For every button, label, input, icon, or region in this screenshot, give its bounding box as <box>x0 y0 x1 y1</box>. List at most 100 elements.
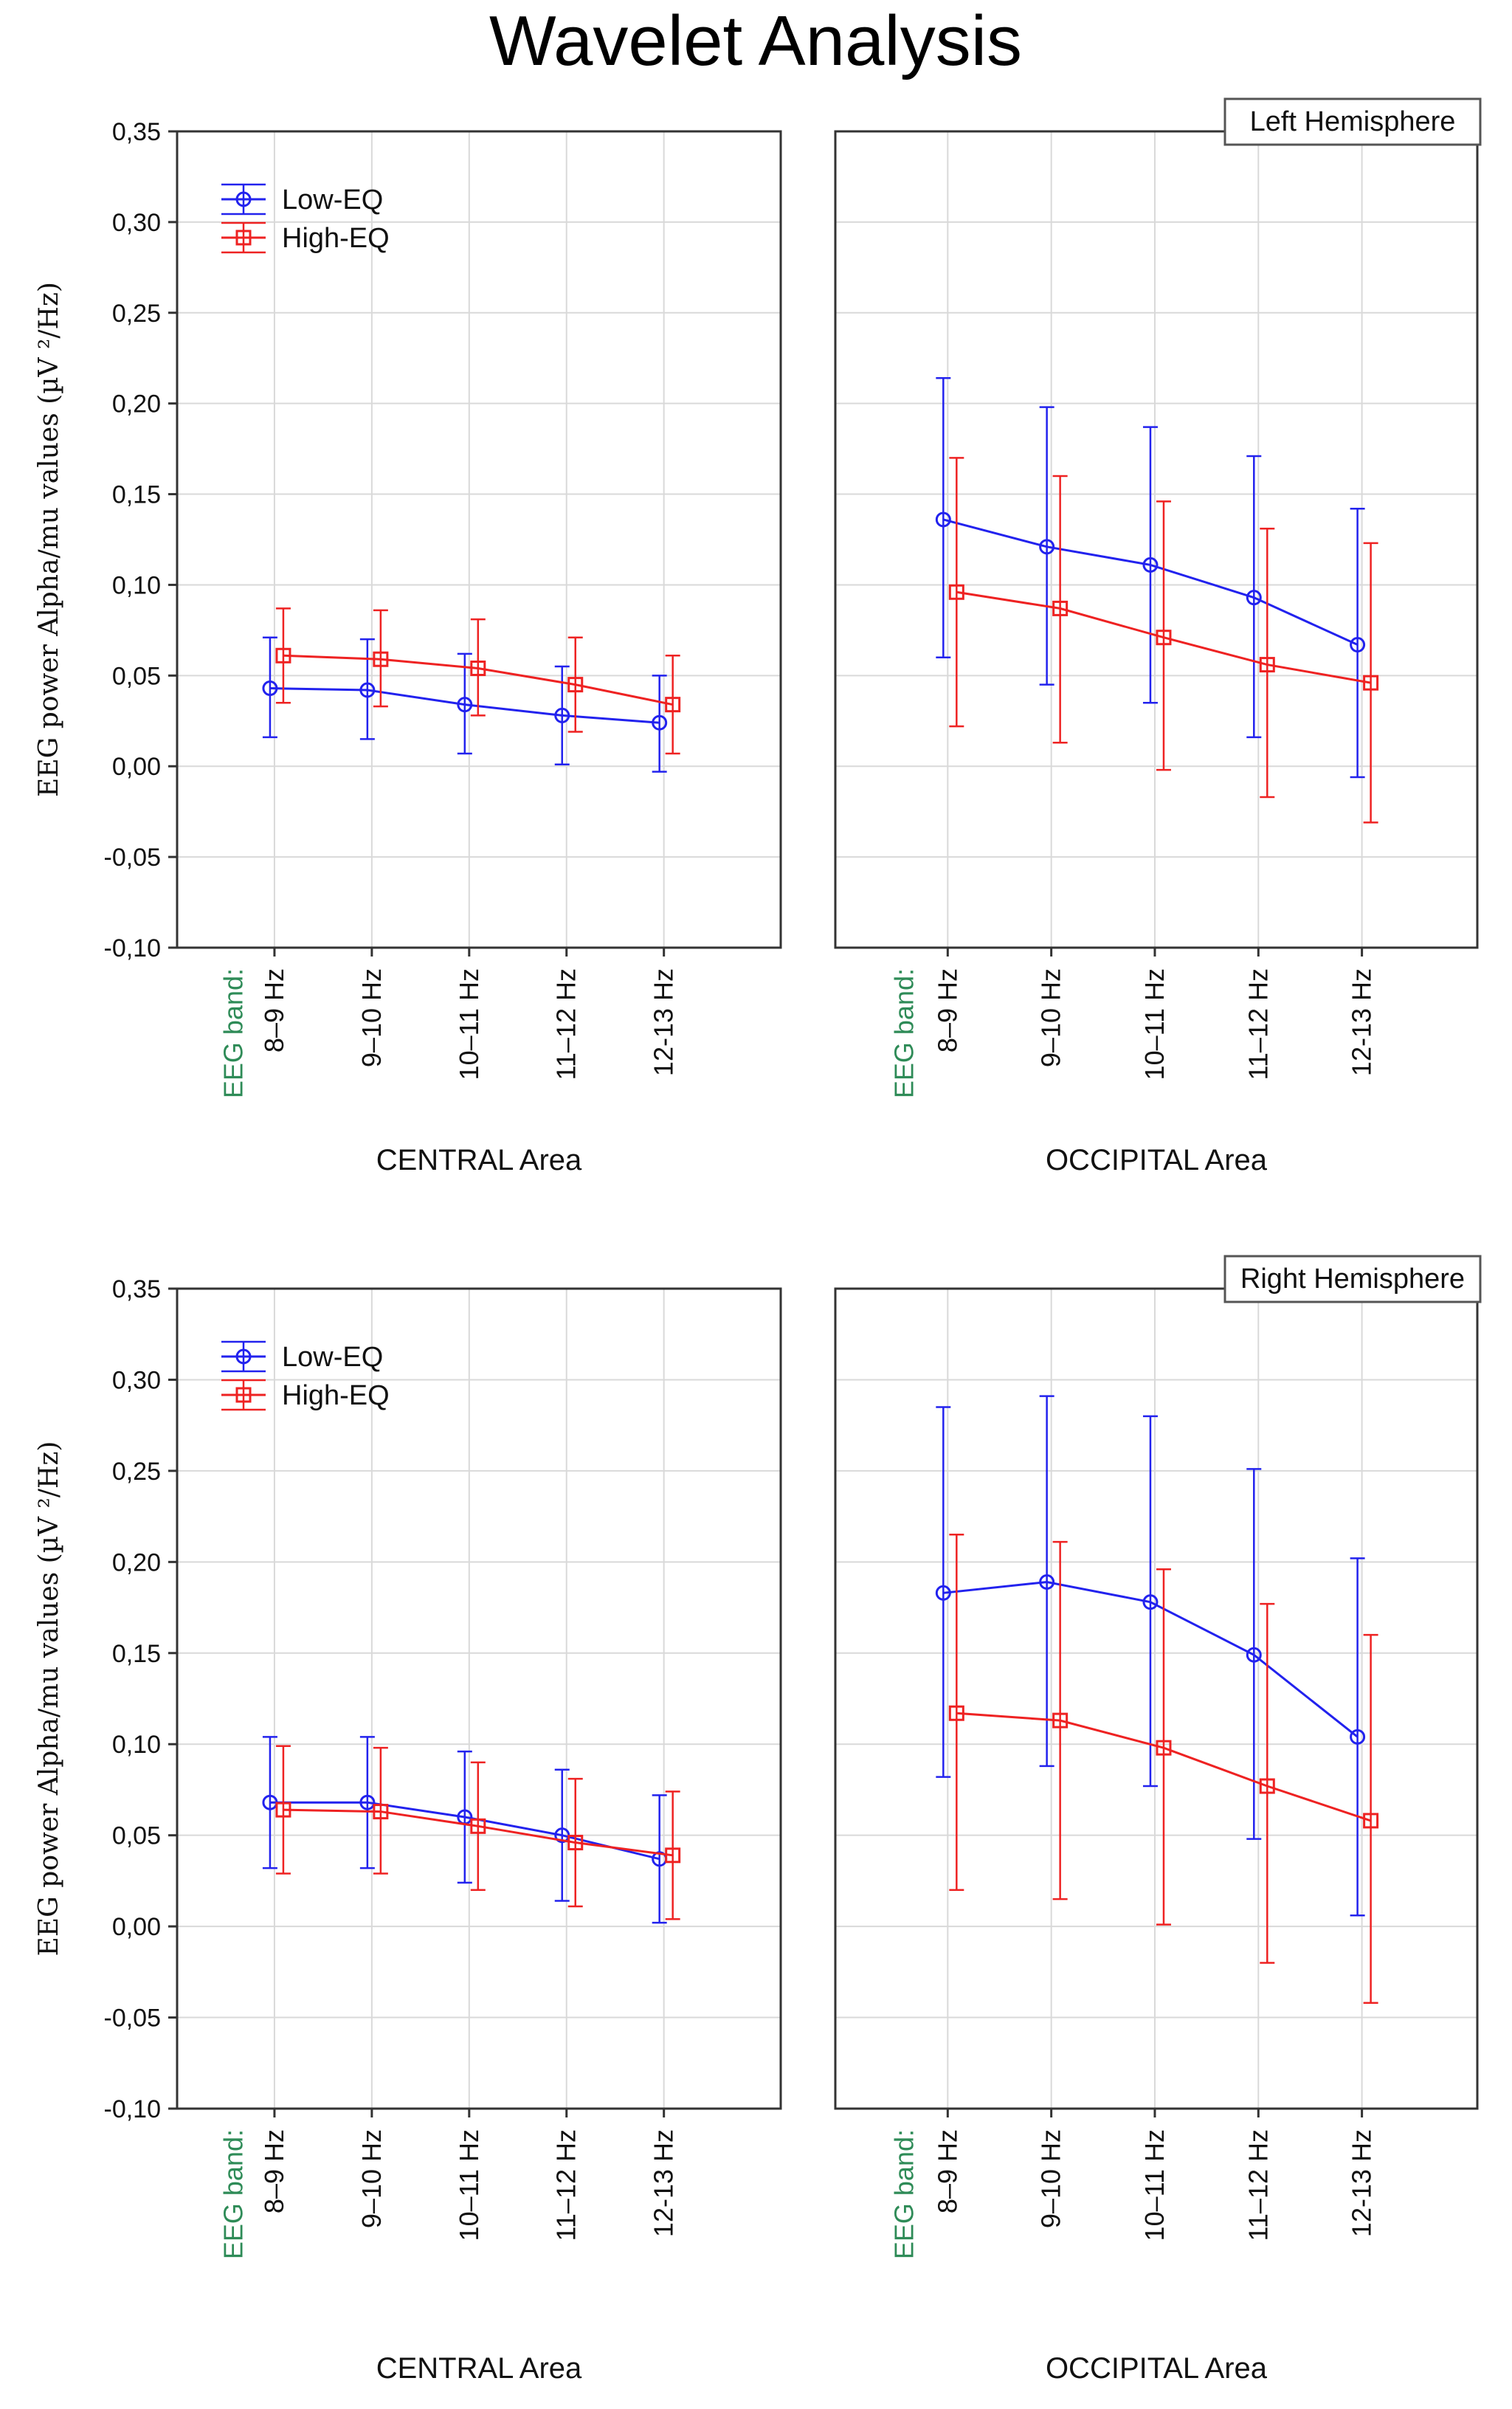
x-axis-title: OCCIPITAL Area <box>1046 2352 1268 2385</box>
data-point <box>470 661 486 677</box>
x-axis: EEG band: 8–9 Hz 9–10 Hz 10–11 Hz 11–12 Hz 12… <box>888 2109 1377 2259</box>
data-point <box>1246 590 1262 606</box>
data-point <box>373 651 389 667</box>
data-point <box>1052 1712 1069 1729</box>
data-point <box>1259 657 1275 673</box>
legend-marker <box>235 1387 252 1403</box>
y-tick-label: 0,15 <box>112 481 161 509</box>
legend-label-low-eq: Low-EQ <box>282 1342 383 1373</box>
data-point <box>1246 1647 1262 1663</box>
y-tick-label: 0,05 <box>112 1822 161 1850</box>
data-point <box>359 682 376 698</box>
legend: Low-EQ High-EQ <box>221 1340 390 1411</box>
data-point <box>665 697 681 713</box>
data-point <box>948 584 964 600</box>
gridlines <box>835 131 1477 948</box>
x-tick-label: 8–9 Hz <box>259 968 289 1052</box>
figure-title: Wavelet Analysis <box>489 1 1022 80</box>
data-point <box>1350 1729 1366 1745</box>
legend-label-high-eq: High-EQ <box>282 1380 390 1411</box>
legend: Low-EQ High-EQ <box>221 183 390 254</box>
series-high-eq <box>948 1534 1379 2005</box>
gridlines <box>177 1288 781 2109</box>
series-high-eq <box>275 1745 681 1920</box>
data-point <box>275 647 291 664</box>
data-point <box>1350 637 1366 653</box>
x-tick-label: 12-13 Hz <box>649 968 679 1076</box>
y-tick-label: 0,30 <box>112 209 161 237</box>
data-point <box>567 677 584 693</box>
data-point <box>1259 1778 1275 1794</box>
data-point <box>359 1794 376 1810</box>
x-tick-label: 12-13 Hz <box>649 2129 679 2237</box>
x-axis-title: CENTRAL Area <box>376 2352 582 2385</box>
plot-frame <box>176 130 782 949</box>
data-point <box>665 1847 681 1864</box>
legend-marker <box>235 1348 252 1365</box>
x-axis: EEG band: 8–9 Hz 9–10 Hz 10–11 Hz 11–12 Hz 12… <box>218 948 679 1098</box>
plot-frame <box>834 1287 1479 2110</box>
data-point <box>275 1802 291 1818</box>
x-tick-label: 10–11 Hz <box>1139 968 1170 1080</box>
panel-left-hemisphere-occipital: EEG band: 8–9 Hz 9–10 Hz 10–11 Hz 11–12 Hz 12… <box>834 97 1482 1176</box>
y-tick-label: -0,05 <box>104 2005 162 2033</box>
data-point <box>262 680 278 697</box>
data-point <box>554 707 570 723</box>
x-axis: EEG band: 8–9 Hz 9–10 Hz 10–11 Hz 11–12 Hz 12… <box>888 948 1377 1098</box>
x-tick-label: 8–9 Hz <box>932 968 962 1052</box>
y-tick-label: 0,35 <box>112 1275 161 1303</box>
x-tick-label: 11–12 Hz <box>551 968 581 1080</box>
legend-marker <box>235 230 252 246</box>
data-point <box>652 714 668 731</box>
hemisphere-label: Left Hemisphere <box>1250 106 1456 137</box>
y-axis-title: EEG power Alpha/mu values (µV ²/Hz) <box>34 282 64 797</box>
data-point <box>1142 1594 1159 1610</box>
data-point <box>1039 1574 1055 1590</box>
data-point <box>1156 630 1172 646</box>
data-point <box>470 1818 486 1834</box>
data-point <box>1363 675 1379 691</box>
panel-left-hemisphere-central: 0,35 0,30 0,25 0,20 0,15 0,10 0,05 0,00 -0,05 -0,… <box>34 118 782 1176</box>
hemisphere-box <box>1223 1255 1482 1303</box>
y-tick-label: 0,15 <box>112 1640 161 1668</box>
data-point <box>1142 556 1159 573</box>
gridlines <box>177 131 781 948</box>
x-tick-label: 11–12 Hz <box>1243 2129 1273 2241</box>
eeg-band-label: EEG band: <box>888 2129 919 2259</box>
series-low-eq <box>935 1395 1366 1917</box>
legend-label-high-eq: High-EQ <box>282 223 390 254</box>
y-tick-label: 0,20 <box>112 1548 161 1576</box>
y-axis: 0,35 0,30 0,25 0,20 0,15 0,10 0,05 0,00 -0,05 -0,… <box>104 1275 177 2123</box>
x-tick-label: 9–10 Hz <box>356 2129 387 2228</box>
plot-frame <box>834 130 1479 949</box>
plot-frame <box>176 1287 782 2110</box>
data-point <box>948 1705 964 1721</box>
y-tick-label: 0,25 <box>112 300 161 328</box>
x-tick-label: 9–10 Hz <box>1036 968 1066 1067</box>
y-axis: 0,35 0,30 0,25 0,20 0,15 0,10 0,05 0,00 -0,05 -0,… <box>104 118 177 962</box>
x-tick-label: 11–12 Hz <box>1243 968 1273 1080</box>
x-axis-title: OCCIPITAL Area <box>1046 1144 1268 1176</box>
x-tick-label: 9–10 Hz <box>356 968 387 1067</box>
data-point <box>935 511 951 528</box>
y-tick-label: 0,00 <box>112 1913 161 1941</box>
series-low-eq <box>935 377 1366 779</box>
x-tick-label: 11–12 Hz <box>551 2129 581 2241</box>
y-tick-label: 0,05 <box>112 662 161 690</box>
y-tick-label: 0,30 <box>112 1366 161 1394</box>
eeg-band-label: EEG band: <box>888 968 919 1098</box>
hemisphere-label: Right Hemisphere <box>1240 1264 1465 1295</box>
series-low-eq <box>262 1736 668 1924</box>
x-tick-label: 9–10 Hz <box>1036 2129 1066 2228</box>
series-high-eq <box>275 607 681 755</box>
x-tick-label: 8–9 Hz <box>932 2129 962 2213</box>
y-axis-title: EEG power Alpha/mu values (µV ²/Hz) <box>34 1441 64 1957</box>
x-axis: EEG band: 8–9 Hz 9–10 Hz 10–11 Hz 11–12 Hz 12… <box>218 2109 679 2259</box>
data-point <box>935 1585 951 1601</box>
y-tick-label: 0,25 <box>112 1458 161 1486</box>
series-high-eq <box>948 457 1379 824</box>
series-low-eq <box>262 636 668 773</box>
eeg-band-label: EEG band: <box>218 2129 249 2259</box>
y-tick-label: 0,35 <box>112 118 161 146</box>
data-point <box>1052 600 1069 616</box>
